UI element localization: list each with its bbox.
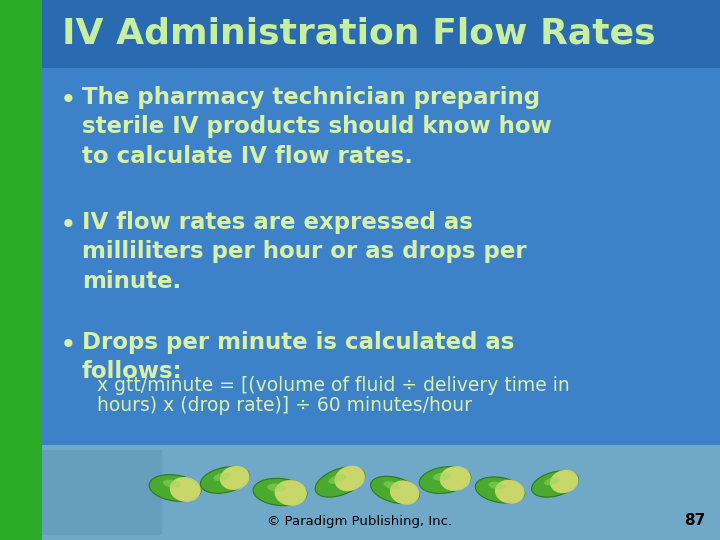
Ellipse shape	[433, 472, 451, 481]
Ellipse shape	[531, 471, 578, 497]
Text: 87: 87	[684, 513, 705, 528]
Ellipse shape	[335, 465, 365, 491]
Ellipse shape	[163, 480, 181, 488]
Ellipse shape	[328, 474, 346, 484]
Ellipse shape	[390, 481, 420, 505]
Ellipse shape	[267, 483, 286, 492]
Bar	[42, 445, 720, 540]
Ellipse shape	[495, 480, 525, 504]
Bar	[42, 0, 720, 68]
Ellipse shape	[440, 466, 471, 491]
Bar	[0, 0, 42, 540]
Ellipse shape	[384, 481, 400, 490]
Text: x gtt/minute = [(volume of fluid ÷ delivery time in: x gtt/minute = [(volume of fluid ÷ deliv…	[97, 376, 570, 395]
Ellipse shape	[315, 467, 365, 497]
Ellipse shape	[220, 466, 250, 490]
Ellipse shape	[544, 477, 560, 485]
Ellipse shape	[200, 467, 250, 493]
Text: IV flow rates are expressed as
milliliters per hour or as drops per
minute.: IV flow rates are expressed as millilite…	[82, 211, 526, 293]
Text: Drops per minute is calculated as
follows:: Drops per minute is calculated as follow…	[82, 331, 514, 383]
Text: •: •	[60, 211, 77, 239]
Ellipse shape	[274, 480, 307, 506]
Bar	[42, 450, 162, 535]
Ellipse shape	[475, 477, 525, 503]
Ellipse shape	[149, 475, 201, 501]
Ellipse shape	[419, 467, 471, 494]
Text: hours) x (drop rate)] ÷ 60 minutes/hour: hours) x (drop rate)] ÷ 60 minutes/hour	[97, 396, 472, 415]
Ellipse shape	[488, 482, 505, 490]
Ellipse shape	[253, 478, 307, 505]
Ellipse shape	[213, 473, 230, 481]
Ellipse shape	[550, 470, 578, 493]
Text: •: •	[60, 86, 77, 114]
Text: The pharmacy technician preparing
sterile IV products should know how
to calcula: The pharmacy technician preparing steril…	[82, 86, 552, 167]
Ellipse shape	[170, 477, 201, 502]
Text: •: •	[60, 331, 77, 359]
Ellipse shape	[371, 476, 419, 504]
Text: IV Administration Flow Rates: IV Administration Flow Rates	[62, 17, 656, 51]
Text: © Paradigm Publishing, Inc.: © Paradigm Publishing, Inc.	[267, 515, 453, 528]
